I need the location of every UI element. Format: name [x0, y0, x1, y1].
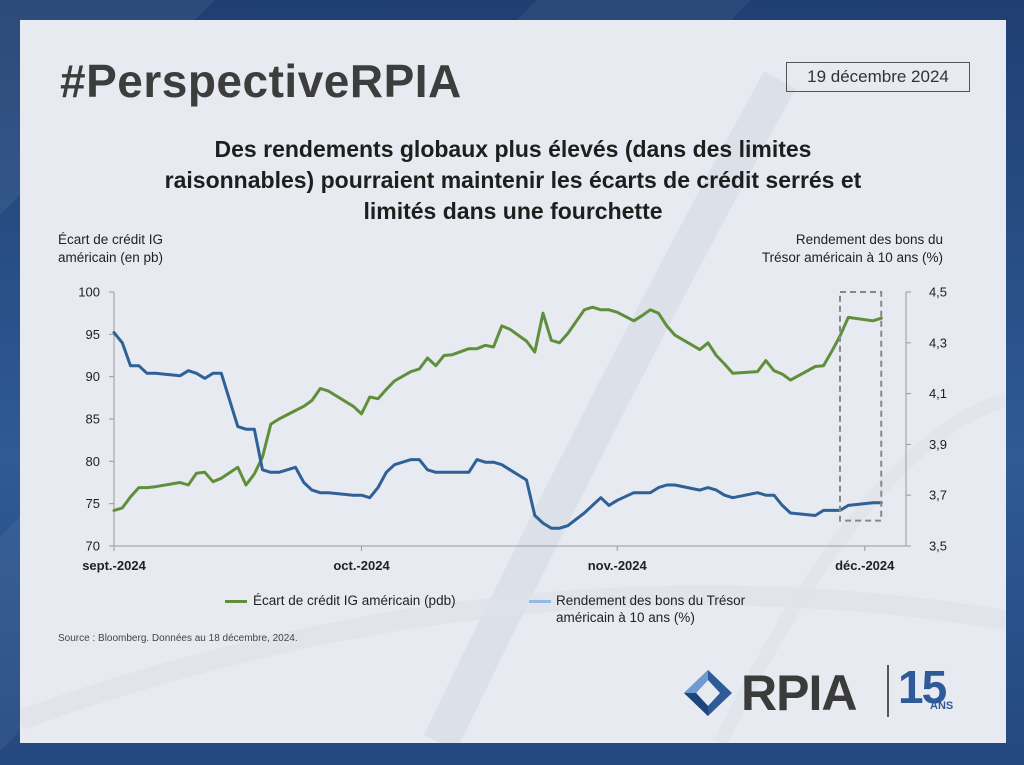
line-chart: 70 75 80 85 90 95 100 3,5 3,7 3,9 4,1 4,3 4,5 sept.-2… [78, 285, 947, 574]
rpia-diamond-icon [684, 670, 732, 716]
chart-title-line: raisonnables) pourraient maintenir les é… [164, 167, 862, 193]
right-tick-label: 4,3 [929, 335, 947, 350]
spread-series-line [112, 305, 883, 512]
left-tick-label: 90 [86, 369, 100, 384]
x-tick-label: déc.-2024 [835, 558, 895, 573]
content-card: #PerspectiveRPIA 19 décembre 2024 Des re… [20, 20, 1006, 743]
legend-swatch-spread [225, 600, 247, 603]
x-tick-label: nov.-2024 [588, 558, 648, 573]
legend-label-yield-line: Rendement des bons du Trésor [556, 593, 746, 608]
right-tick-label: 4,5 [929, 285, 947, 300]
left-tick-label: 100 [78, 285, 100, 300]
left-axis-title: Écart de crédit IG américain (en pb) [58, 231, 258, 267]
left-tick-label: 75 [86, 496, 100, 511]
left-axis-title-line: américain (en pb) [58, 250, 164, 265]
x-tick-label: sept.-2024 [82, 558, 146, 573]
legend-swatch-yield [529, 600, 551, 603]
right-tick-label: 3,9 [929, 437, 947, 452]
legend-label-yield-line: américain à 10 ans (%) [556, 610, 695, 625]
right-axis-title-line: Rendement des bons du [795, 232, 943, 247]
left-tick-label: 85 [86, 412, 100, 427]
rpia-wordmark: RPIA [741, 665, 857, 721]
chart-title-line: Des rendements globaux plus élevés (dans… [214, 136, 812, 162]
legend-label-yield: Rendement des bons du Trésor américain à… [556, 592, 745, 626]
right-axis-title: Rendement des bons du Trésor américain à… [710, 231, 943, 267]
left-tick-label: 95 [86, 327, 100, 342]
highlight-box [839, 291, 883, 522]
right-tick-label: 4,1 [929, 386, 947, 401]
hashtag-title: #PerspectiveRPIA [60, 55, 462, 107]
logo-divider [887, 665, 889, 717]
anniversary-number: 15 [898, 661, 947, 713]
left-tick-label: 80 [86, 454, 100, 469]
chart-title: Des rendements globaux plus élevés (dans… [120, 134, 906, 227]
left-axis-title-line: Écart de crédit IG [58, 232, 164, 247]
date-badge: 19 décembre 2024 [786, 62, 970, 92]
right-tick-label: 3,5 [929, 539, 947, 554]
rpia-logo: RPIA 15 ANS [682, 660, 982, 724]
chart-legend: Écart de crédit IG américain (pdb) Rende… [225, 590, 825, 630]
source-note: Source : Bloomberg. Données au 18 décemb… [58, 633, 298, 644]
right-tick-label: 3,7 [929, 488, 947, 503]
right-axis-title-line: Trésor américain à 10 ans (%) [761, 250, 943, 265]
left-tick-label: 70 [86, 539, 100, 554]
anniversary-suffix: ANS [930, 700, 954, 712]
chart-title-line: limités dans une fourchette [363, 198, 663, 224]
x-tick-label: oct.-2024 [333, 558, 390, 573]
legend-label-spread: Écart de crédit IG américain (pdb) [253, 593, 456, 608]
yield-series-line [112, 331, 883, 530]
